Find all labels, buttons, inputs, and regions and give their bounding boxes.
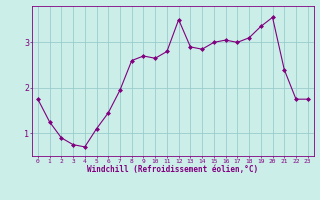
X-axis label: Windchill (Refroidissement éolien,°C): Windchill (Refroidissement éolien,°C) (87, 165, 258, 174)
